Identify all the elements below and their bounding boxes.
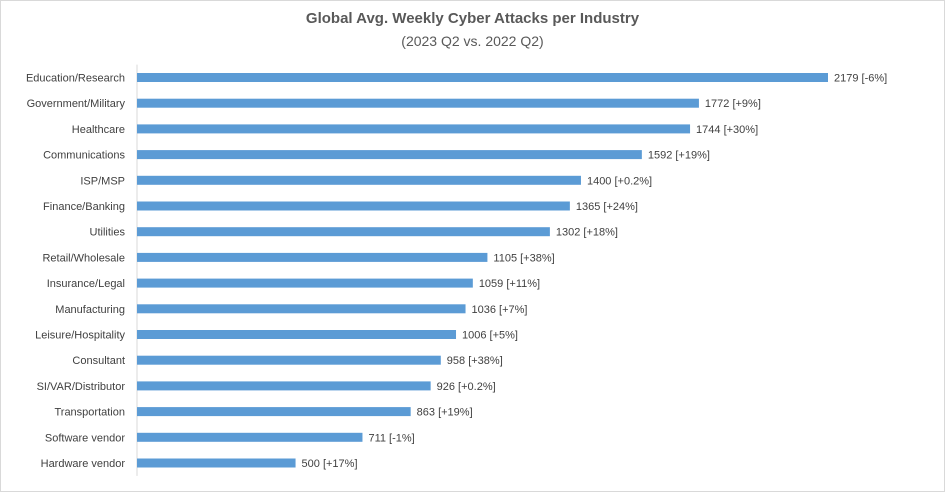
category-label: Utilities xyxy=(90,227,126,239)
bar-consultant xyxy=(137,355,441,365)
bar-hardware-vendor xyxy=(137,458,296,468)
data-label: 863 [+19%] xyxy=(417,407,473,419)
chart-subtitle: (2023 Q2 vs. 2022 Q2) xyxy=(401,33,544,49)
bar-communications xyxy=(137,150,642,160)
bar-si-var-distributor xyxy=(137,381,431,391)
category-label: Retail/Wholesale xyxy=(42,252,125,264)
category-label: Insurance/Legal xyxy=(47,278,125,290)
bar-transportation xyxy=(137,407,411,417)
category-label: Leisure/Hospitality xyxy=(35,330,125,342)
category-label: ISP/MSP xyxy=(80,175,125,187)
data-label: 1365 [+24%] xyxy=(576,201,638,213)
data-label: 1036 [+7%] xyxy=(472,304,528,316)
bar-utilities xyxy=(137,227,550,237)
data-label: 2179 [-6%] xyxy=(834,73,887,85)
data-label: 958 [+38%] xyxy=(447,355,503,367)
bar-leisure-hospitality xyxy=(137,330,457,339)
category-labels-group: Education/Research Government/Military Hea… xyxy=(26,73,126,471)
data-label: 1400 [+0.2%] xyxy=(587,175,652,187)
data-label: 1744 [+30%] xyxy=(696,124,758,136)
data-label: 1592 [+19%] xyxy=(648,150,710,162)
data-label: 926 [+0.2%] xyxy=(437,381,496,393)
data-label: 1059 [+11%] xyxy=(479,278,540,290)
bar-manufacturing xyxy=(137,304,466,314)
category-label: Education/Research xyxy=(26,73,125,85)
category-label: Transportation xyxy=(54,407,125,419)
data-label: 1006 [+5%] xyxy=(462,330,518,342)
data-label: 500 [+17%] xyxy=(302,458,358,470)
category-label: Healthcare xyxy=(72,124,125,136)
category-label: Communications xyxy=(43,150,125,162)
data-label: 1105 [+38%] xyxy=(493,252,554,264)
data-label: 1302 [+18%] xyxy=(556,227,618,239)
category-label: Finance/Banking xyxy=(43,201,125,213)
bar-government-military xyxy=(137,98,699,108)
category-label: SI/VAR/Distributor xyxy=(37,381,126,393)
data-labels-group: 2179 [-6%] 1772 [+9%] 1744 [+30%] 1592 [+19… xyxy=(302,73,888,471)
data-label: 1772 [+9%] xyxy=(705,98,761,110)
category-label: Consultant xyxy=(72,355,125,367)
data-label: 711 [-1%] xyxy=(368,432,414,444)
category-label: Government/Military xyxy=(27,98,126,110)
bar-healthcare xyxy=(137,124,691,134)
bar-retail-wholesale xyxy=(137,252,488,262)
bar-insurance-legal xyxy=(137,278,473,288)
category-label: Hardware vendor xyxy=(41,458,126,470)
bar-finance-banking xyxy=(137,201,570,211)
chart-title: Global Avg. Weekly Cyber Attacks per Ind… xyxy=(305,10,640,27)
bars-group xyxy=(137,73,828,468)
category-label: Manufacturing xyxy=(55,304,125,316)
bar-isp-msp xyxy=(137,175,581,185)
category-label: Software vendor xyxy=(45,432,125,444)
bar-education-research xyxy=(137,73,828,82)
bar-software-vendor xyxy=(137,432,363,442)
